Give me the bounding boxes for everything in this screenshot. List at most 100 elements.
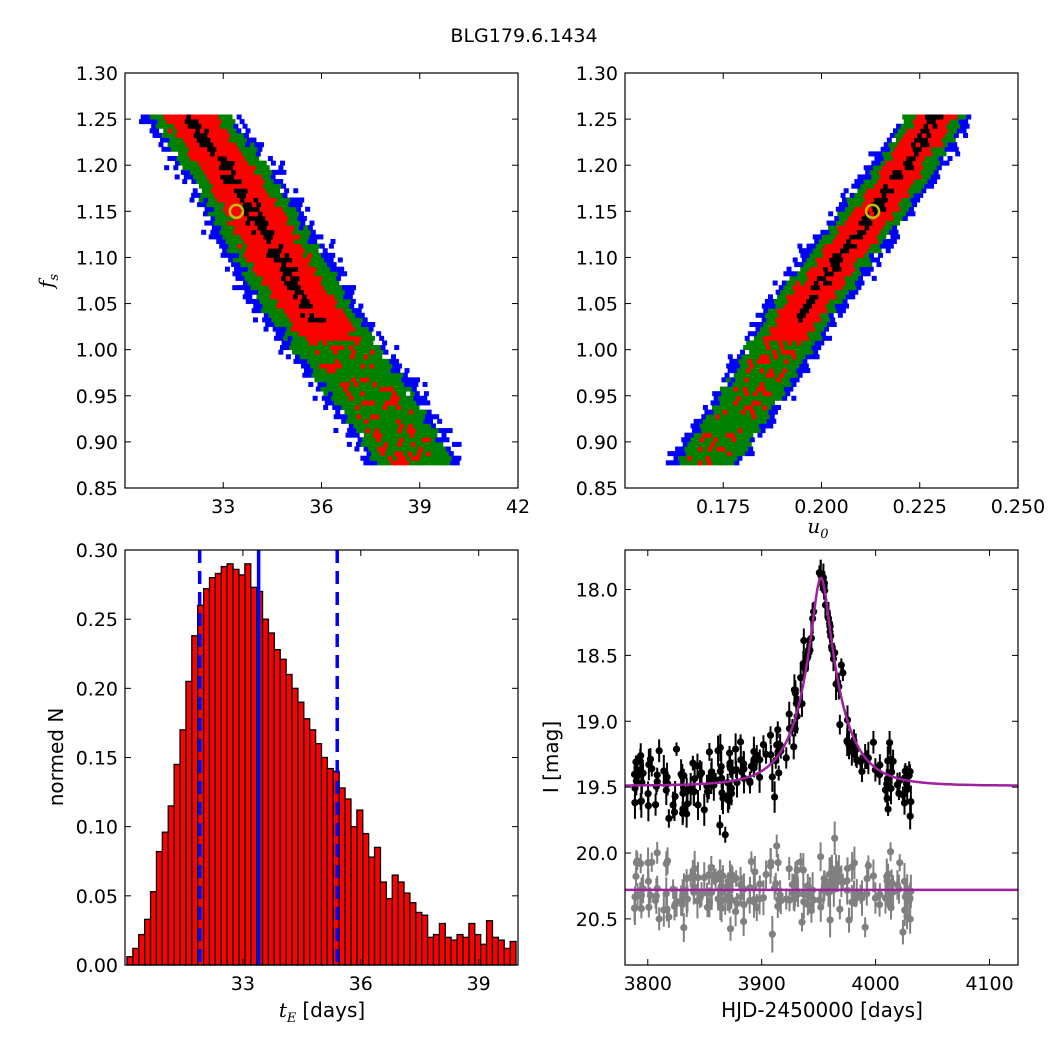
data-point (660, 767, 668, 775)
likelihood-cell (238, 188, 244, 194)
likelihood-cell (251, 151, 257, 157)
likelihood-cell (324, 308, 330, 314)
likelihood-cell (261, 266, 267, 272)
likelihood-cell (892, 225, 898, 231)
likelihood-cell (171, 119, 177, 125)
likelihood-cell (233, 137, 239, 143)
likelihood-cell (160, 137, 166, 143)
likelihood-cell (243, 146, 249, 152)
likelihood-cell (357, 345, 363, 351)
likelihood-cell (279, 345, 285, 351)
likelihood-cell (182, 137, 188, 143)
likelihood-cell (750, 395, 756, 401)
likelihood-cell (336, 312, 342, 318)
likelihood-cell (752, 358, 758, 364)
likelihood-cell (955, 123, 961, 129)
likelihood-cell (267, 262, 273, 268)
likelihood-cell (884, 174, 890, 180)
likelihood-cell (824, 243, 830, 249)
likelihood-cell (312, 289, 318, 295)
likelihood-cell (749, 451, 755, 457)
likelihood-cell (708, 451, 714, 457)
likelihood-cell (319, 335, 325, 341)
likelihood-cell (724, 386, 730, 392)
likelihood-cell (229, 160, 235, 166)
likelihood-cell (840, 308, 846, 314)
likelihood-cell (266, 211, 272, 217)
likelihood-cell (386, 432, 392, 438)
likelihood-cell (782, 340, 788, 346)
likelihood-cell (347, 335, 353, 341)
likelihood-cell (935, 119, 941, 125)
likelihood-cell (880, 202, 886, 208)
likelihood-cell (310, 363, 316, 369)
likelihood-cell (253, 262, 259, 268)
likelihood-cell (327, 354, 333, 360)
likelihood-cell (735, 363, 741, 369)
likelihood-cell (878, 183, 884, 189)
likelihood-cell (722, 395, 728, 401)
likelihood-cell (788, 372, 794, 378)
likelihood-cell (248, 160, 254, 166)
likelihood-cell (422, 446, 428, 452)
likelihood-cell (841, 225, 847, 231)
likelihood-cell (235, 156, 241, 162)
likelihood-cell (267, 197, 273, 203)
likelihood-cell (906, 142, 912, 148)
likelihood-cell (332, 363, 338, 369)
likelihood-cell (258, 169, 264, 175)
likelihood-cell (292, 308, 298, 314)
likelihood-cell (783, 285, 789, 291)
likelihood-cell (241, 257, 247, 263)
likelihood-cell (348, 372, 354, 378)
likelihood-cell (319, 377, 325, 383)
likelihood-cell (743, 418, 749, 424)
likelihood-cell (810, 326, 816, 332)
likelihood-cell (326, 381, 332, 387)
likelihood-cell (756, 331, 762, 337)
likelihood-cell (244, 289, 250, 295)
likelihood-cell (791, 354, 797, 360)
likelihood-cell (320, 386, 326, 392)
likelihood-cell (378, 349, 384, 355)
likelihood-cell (377, 432, 383, 438)
likelihood-cell (201, 202, 207, 208)
likelihood-cell (730, 418, 736, 424)
data-point (672, 745, 681, 753)
likelihood-cell (217, 142, 223, 148)
likelihood-cell (227, 142, 232, 148)
likelihood-cell (346, 312, 351, 318)
likelihood-cell (404, 395, 410, 401)
histogram-bar (250, 586, 258, 966)
likelihood-cell (920, 169, 925, 175)
likelihood-cell (421, 423, 427, 429)
likelihood-cell (197, 174, 203, 180)
likelihood-cell (223, 243, 229, 249)
likelihood-cell (890, 206, 896, 212)
likelihood-cell (185, 156, 191, 162)
likelihood-cell (732, 381, 738, 387)
likelihood-cell (387, 405, 393, 411)
likelihood-cell (924, 142, 930, 148)
likelihood-cell (234, 174, 240, 180)
histogram-bar (368, 856, 376, 966)
likelihood-cell (741, 368, 747, 374)
likelihood-cell (952, 114, 958, 120)
likelihood-cell (716, 432, 722, 438)
likelihood-cell (690, 423, 696, 429)
likelihood-cell (351, 349, 357, 355)
likelihood-cell (809, 266, 815, 272)
likelihood-cell (205, 179, 211, 185)
likelihood-cell (787, 354, 793, 360)
likelihood-cell (272, 275, 277, 281)
likelihood-cell (912, 119, 918, 125)
likelihood-cell (932, 137, 938, 143)
likelihood-cell (432, 446, 438, 452)
likelihood-cell (347, 400, 353, 406)
likelihood-cell (393, 400, 399, 406)
likelihood-cell (760, 414, 766, 420)
likelihood-cell (352, 358, 358, 364)
likelihood-cell (382, 391, 388, 397)
likelihood-cell (430, 423, 436, 429)
likelihood-cell (738, 400, 743, 406)
